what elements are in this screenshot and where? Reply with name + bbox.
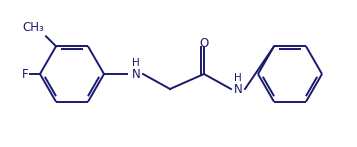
Text: N: N [132,67,140,81]
Text: O: O [199,37,208,50]
Text: F: F [21,67,28,81]
Text: H: H [132,58,140,68]
Text: CH₃: CH₃ [22,21,44,34]
Text: H: H [234,73,242,83]
Text: N: N [233,82,242,96]
